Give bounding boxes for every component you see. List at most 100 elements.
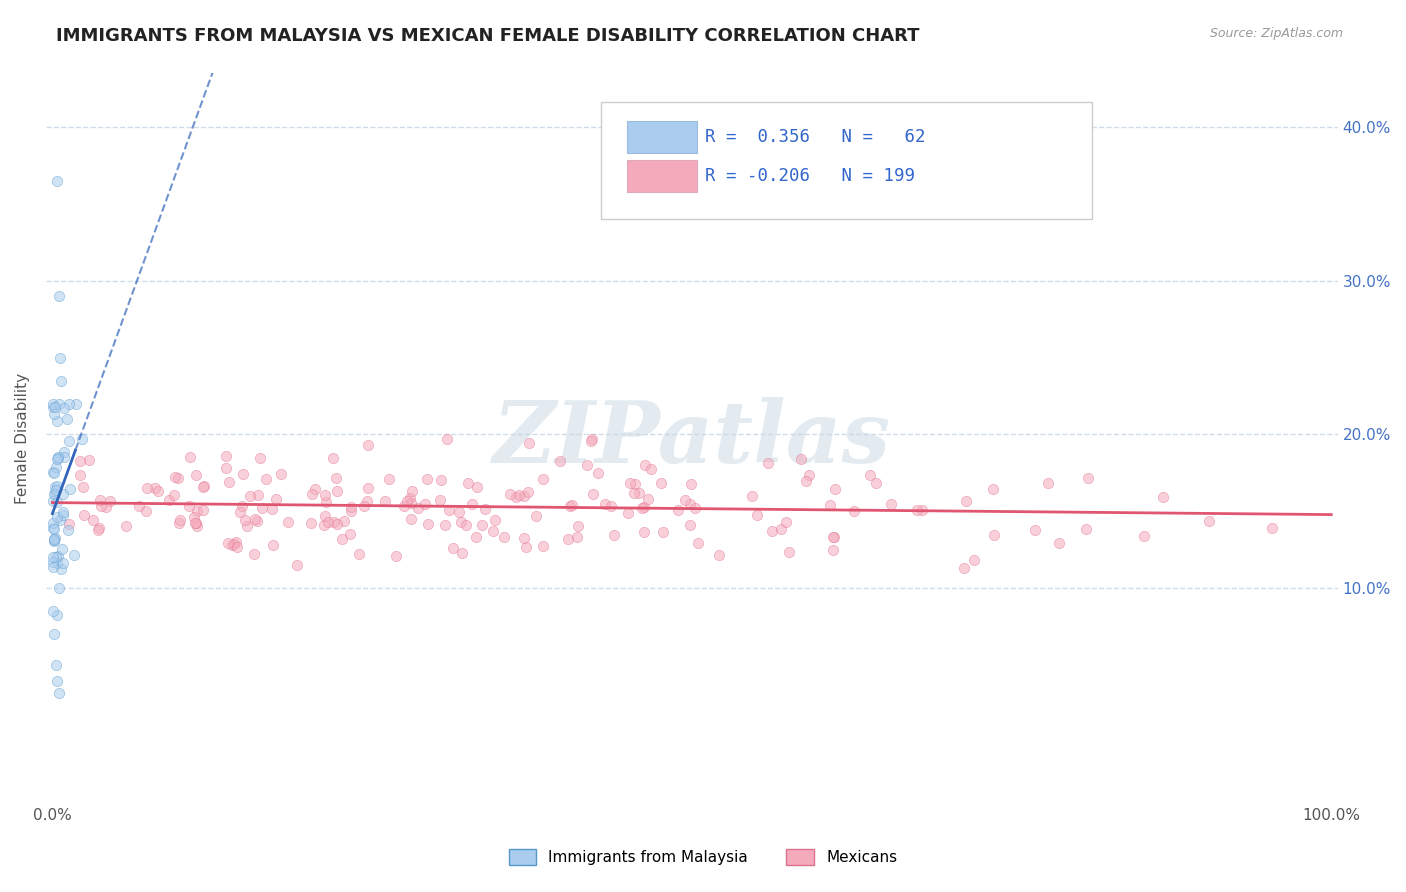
Point <box>775 515 797 529</box>
Point <box>461 497 484 511</box>
Point <box>353 499 375 513</box>
Point <box>169 513 191 527</box>
Point <box>484 513 506 527</box>
Text: R =  0.356   N =   62: R = 0.356 N = 62 <box>704 128 925 146</box>
Point <box>357 437 380 451</box>
Point <box>623 477 645 491</box>
Point <box>45 556 67 570</box>
Point <box>517 485 540 500</box>
Point <box>911 503 934 517</box>
Point <box>465 480 488 494</box>
Point <box>401 512 423 526</box>
Point <box>52 487 75 501</box>
Point <box>395 494 418 508</box>
Point <box>233 513 256 527</box>
Point <box>505 490 527 504</box>
Point <box>51 542 73 557</box>
Point <box>143 482 166 496</box>
Point <box>221 538 243 552</box>
Point <box>44 522 66 536</box>
Point <box>1198 514 1220 528</box>
Point <box>1261 521 1284 535</box>
Point <box>347 547 370 561</box>
Point <box>325 516 347 531</box>
Point <box>184 516 207 530</box>
Point <box>316 516 339 530</box>
Point <box>46 450 69 465</box>
Point <box>408 501 430 516</box>
Point <box>45 414 67 428</box>
Point <box>42 400 65 414</box>
Point <box>193 479 215 493</box>
Point <box>48 289 70 303</box>
Point <box>46 495 69 509</box>
Point <box>46 549 69 563</box>
Point <box>70 432 93 446</box>
Point <box>633 525 655 540</box>
Point <box>98 494 121 508</box>
Point <box>441 541 464 556</box>
Point <box>356 493 378 508</box>
Point <box>42 559 65 574</box>
Point <box>222 537 245 551</box>
Point <box>46 673 69 688</box>
Point <box>955 493 977 508</box>
Point <box>436 433 458 447</box>
Point <box>44 531 66 545</box>
Point <box>1047 536 1070 550</box>
Point <box>186 519 208 533</box>
Point <box>304 482 326 496</box>
Point <box>94 500 117 514</box>
Point <box>58 517 80 532</box>
Point <box>186 468 208 483</box>
Point <box>619 475 641 490</box>
Point <box>981 482 1004 496</box>
Point <box>651 524 673 539</box>
Point <box>42 534 65 549</box>
Text: ZIPatlas: ZIPatlas <box>492 397 891 480</box>
Point <box>616 506 638 520</box>
Point <box>471 518 494 533</box>
Y-axis label: Female Disability: Female Disability <box>15 373 30 504</box>
Point <box>42 533 65 548</box>
Point <box>246 514 269 528</box>
Point <box>399 491 422 505</box>
Point <box>48 686 70 700</box>
Point <box>52 445 75 459</box>
Point <box>339 527 361 541</box>
Point <box>517 435 540 450</box>
Point <box>59 482 82 496</box>
Point <box>418 516 440 531</box>
Point <box>865 476 887 491</box>
Point <box>215 461 238 475</box>
Point <box>557 532 579 546</box>
Point <box>326 483 349 498</box>
Point <box>683 501 706 516</box>
Point <box>953 561 976 575</box>
Point <box>184 516 207 531</box>
Point <box>87 523 110 537</box>
Point <box>45 479 67 493</box>
Point <box>513 489 536 503</box>
Point <box>330 532 353 546</box>
Point <box>818 498 841 512</box>
Point <box>633 500 655 514</box>
Point <box>531 539 554 553</box>
Point <box>457 475 479 490</box>
Point <box>623 486 645 500</box>
Point <box>166 471 188 485</box>
Point <box>52 505 75 519</box>
Point <box>824 482 846 496</box>
Point <box>46 452 69 467</box>
Point <box>769 521 792 535</box>
Point <box>515 541 537 555</box>
Point <box>582 487 605 501</box>
Legend: Immigrants from Malaysia, Mexicans: Immigrants from Malaysia, Mexicans <box>502 843 904 871</box>
Point <box>167 516 190 530</box>
Point <box>45 483 67 498</box>
Point <box>46 451 69 466</box>
Point <box>416 471 439 485</box>
Point <box>433 518 456 533</box>
Point <box>778 544 800 558</box>
Point <box>531 472 554 486</box>
